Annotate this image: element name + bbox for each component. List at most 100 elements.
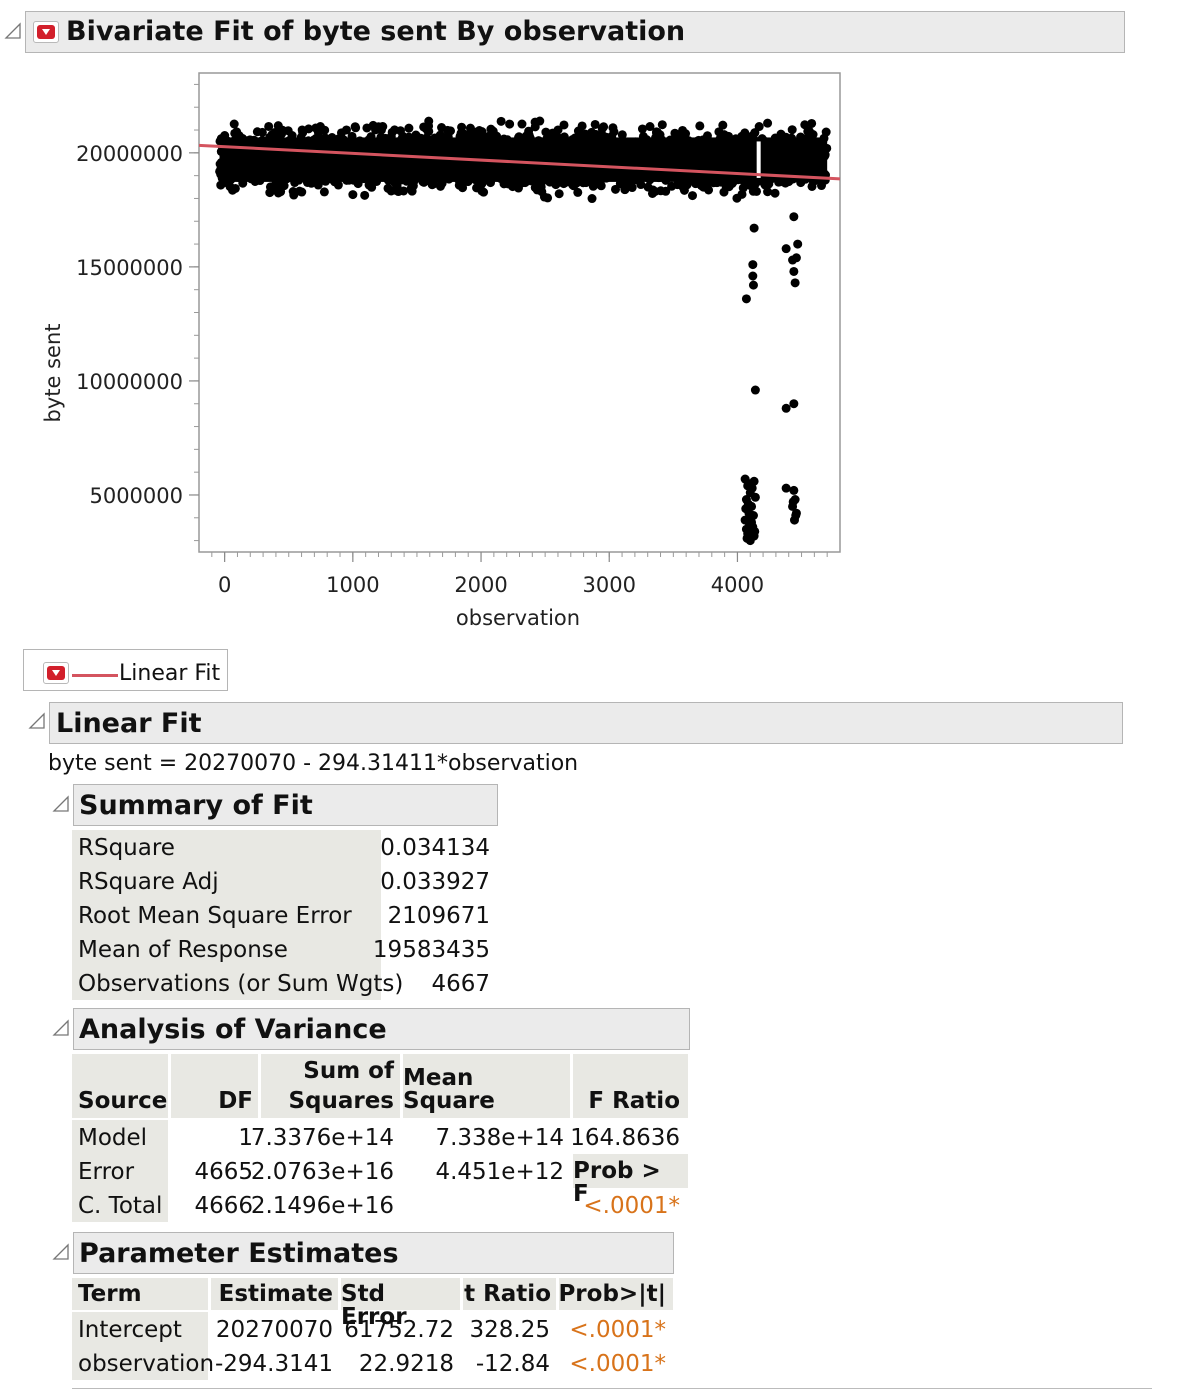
data-point — [410, 139, 420, 149]
anova-collapse-icon[interactable] — [52, 1019, 70, 1041]
data-point — [599, 122, 609, 132]
data-point — [614, 148, 624, 158]
data-point — [506, 173, 516, 183]
outlier-point — [791, 253, 801, 263]
data-point — [336, 128, 346, 138]
collapse-triangle-icon[interactable] — [4, 22, 22, 44]
data-point — [347, 131, 357, 141]
data-point — [444, 140, 454, 150]
data-point — [792, 156, 802, 166]
summary-row-label: Root Mean Square Error — [78, 903, 352, 929]
data-point — [409, 163, 419, 173]
data-point — [477, 186, 487, 196]
params-collapse-icon[interactable] — [52, 1243, 70, 1265]
data-point — [533, 178, 543, 188]
data-point — [524, 126, 534, 136]
report-header — [25, 11, 1125, 53]
data-point — [313, 127, 323, 137]
data-point — [484, 131, 494, 141]
data-point — [754, 122, 764, 132]
anova-col-source: Source — [72, 1054, 168, 1118]
data-point — [709, 141, 719, 151]
anova-f-ratio: 164.8636 — [570, 1125, 680, 1151]
data-point — [289, 190, 299, 200]
data-point — [240, 154, 250, 164]
data-point — [215, 159, 225, 169]
y-tick-label: 20000000 — [76, 142, 183, 166]
params-header — [73, 1232, 674, 1274]
data-point — [427, 180, 437, 190]
data-point — [630, 137, 640, 147]
params-observation-tratio: -12.84 — [475, 1351, 550, 1377]
data-point — [404, 123, 414, 133]
linear-fit-header — [49, 702, 1123, 744]
data-point — [342, 158, 352, 168]
data-point — [317, 134, 327, 144]
linear-fit-collapse-icon[interactable] — [28, 712, 46, 734]
data-point — [796, 143, 806, 153]
data-point — [787, 125, 797, 135]
data-point — [308, 174, 318, 184]
data-point — [752, 186, 762, 196]
data-point — [787, 133, 797, 143]
data-point — [507, 148, 517, 158]
red-triangle-menu-button[interactable] — [33, 21, 59, 43]
data-point — [246, 174, 256, 184]
data-point — [425, 169, 435, 179]
summary-row-value: 0.034134 — [380, 835, 490, 861]
data-point — [486, 178, 496, 188]
data-point — [243, 163, 253, 173]
data-point — [635, 155, 645, 165]
data-point — [543, 193, 553, 203]
data-point — [524, 142, 534, 152]
data-point — [438, 132, 448, 142]
data-point — [441, 172, 451, 182]
outlier-point — [749, 223, 759, 233]
data-point — [617, 130, 627, 140]
data-point — [712, 175, 722, 185]
data-point — [469, 169, 479, 179]
summary-row-label: RSquare Adj — [78, 869, 219, 895]
data-point — [666, 159, 676, 169]
data-point — [377, 122, 387, 132]
data-point — [238, 178, 248, 188]
data-point — [767, 156, 777, 166]
data-point — [281, 174, 291, 184]
data-point — [776, 129, 786, 139]
outlier-point — [791, 511, 801, 521]
data-point — [541, 127, 551, 137]
data-point — [637, 124, 647, 134]
data-point — [537, 146, 547, 156]
data-point — [390, 137, 400, 147]
data-point — [695, 145, 705, 155]
data-point — [348, 190, 358, 200]
summary-collapse-icon[interactable] — [52, 795, 70, 817]
anova-model-ms: 7.338e+14 — [435, 1125, 564, 1151]
x-tick-label: 1000 — [326, 573, 379, 597]
data-point — [499, 134, 509, 144]
summary-header — [73, 784, 498, 826]
data-point — [750, 179, 760, 189]
anova-title: Analysis of Variance — [79, 1014, 387, 1045]
data-point — [530, 122, 540, 132]
data-point — [678, 182, 688, 192]
outlier-point — [743, 499, 753, 509]
data-point — [532, 185, 542, 195]
data-point — [678, 141, 688, 151]
summary-row-value: 19583435 — [372, 937, 490, 963]
data-point — [402, 168, 412, 178]
data-point — [265, 188, 275, 198]
data-point — [351, 123, 361, 133]
data-point — [517, 119, 527, 129]
data-point — [353, 179, 363, 189]
data-point — [763, 118, 773, 128]
data-point — [617, 178, 627, 188]
legend-menu-button[interactable] — [43, 662, 69, 684]
data-point — [232, 127, 242, 137]
outlier-point — [748, 260, 758, 270]
data-point — [590, 119, 600, 129]
anova-source-column — [72, 1120, 168, 1222]
data-point — [691, 179, 701, 189]
data-point — [390, 160, 400, 170]
data-point — [702, 138, 712, 148]
